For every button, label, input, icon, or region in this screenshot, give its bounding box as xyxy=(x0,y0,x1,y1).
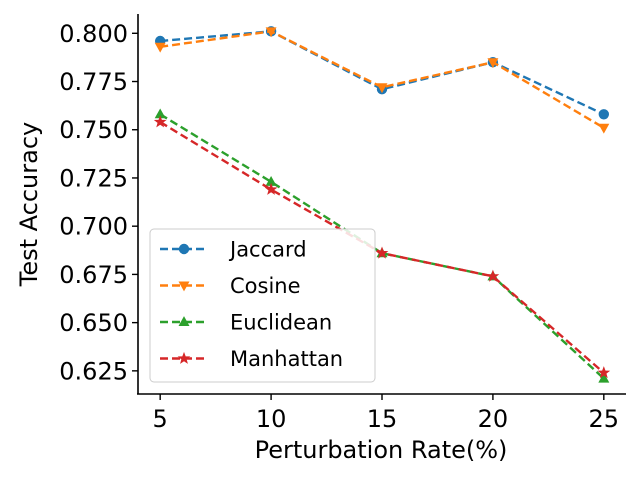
data-point-manhattan xyxy=(597,366,611,379)
series-cosine xyxy=(154,27,610,134)
data-point-cosine xyxy=(487,58,499,69)
x-tick-label: 5 xyxy=(153,405,168,433)
series-line-cosine xyxy=(160,30,605,129)
y-tick-label: 0.775 xyxy=(59,68,128,96)
y-tick-label: 0.625 xyxy=(59,357,128,385)
data-point-manhattan xyxy=(264,182,278,195)
legend-swatch-marker xyxy=(178,243,190,255)
x-tick-label: 15 xyxy=(367,405,398,433)
y-tick-label: 0.800 xyxy=(59,20,128,48)
series-jaccard xyxy=(154,26,610,120)
series-line-euclidean xyxy=(159,113,605,380)
data-point-cosine xyxy=(154,42,166,53)
data-point-cosine xyxy=(598,123,610,134)
legend-item-manhattan: Manhattan xyxy=(160,347,343,371)
y-tick-label: 0.725 xyxy=(59,164,128,192)
series-layer xyxy=(153,26,611,383)
data-point-manhattan xyxy=(486,269,500,282)
series-line-jaccard xyxy=(160,30,605,116)
y-tick-label: 0.750 xyxy=(59,116,128,144)
data-point-cosine xyxy=(376,83,388,94)
x-tick-label: 10 xyxy=(256,405,287,433)
legend-swatch-marker xyxy=(177,351,191,364)
legend-label: Euclidean xyxy=(230,311,332,335)
legend-item-cosine: Cosine xyxy=(160,274,301,298)
x-axis-label: Perturbation Rate(%) xyxy=(255,436,508,464)
x-tick-label: 20 xyxy=(478,405,509,433)
y-tick-label: 0.700 xyxy=(59,213,128,241)
legend: Jaccard Cosine Euclidean Manhattan xyxy=(149,228,376,383)
legend-label: Manhattan xyxy=(230,347,343,371)
y-tick-label: 0.675 xyxy=(59,261,128,289)
legend-item-euclidean: Euclidean xyxy=(160,311,332,335)
ticks-layer: 5 10 15 20 25 0.625 0.650 0.675 0.700 0.725 0.750 0… xyxy=(59,20,619,433)
data-point-euclidean xyxy=(598,372,610,383)
legend-label: Jaccard xyxy=(228,238,307,262)
data-point-manhattan xyxy=(153,115,167,128)
legend-label: Cosine xyxy=(230,274,301,298)
series-manhattan xyxy=(153,115,611,379)
data-point-cosine xyxy=(265,27,277,38)
legend-frame xyxy=(149,228,376,383)
y-tick-label: 0.650 xyxy=(59,309,128,337)
legend-swatch-marker xyxy=(178,281,190,292)
legend-swatch-marker xyxy=(178,316,190,327)
legend-item-jaccard: Jaccard xyxy=(160,238,307,262)
data-point-jaccard xyxy=(598,109,610,120)
y-axis-label: Test Accuracy xyxy=(15,122,43,287)
x-tick-label: 25 xyxy=(589,405,620,433)
data-point-manhattan xyxy=(375,246,389,259)
